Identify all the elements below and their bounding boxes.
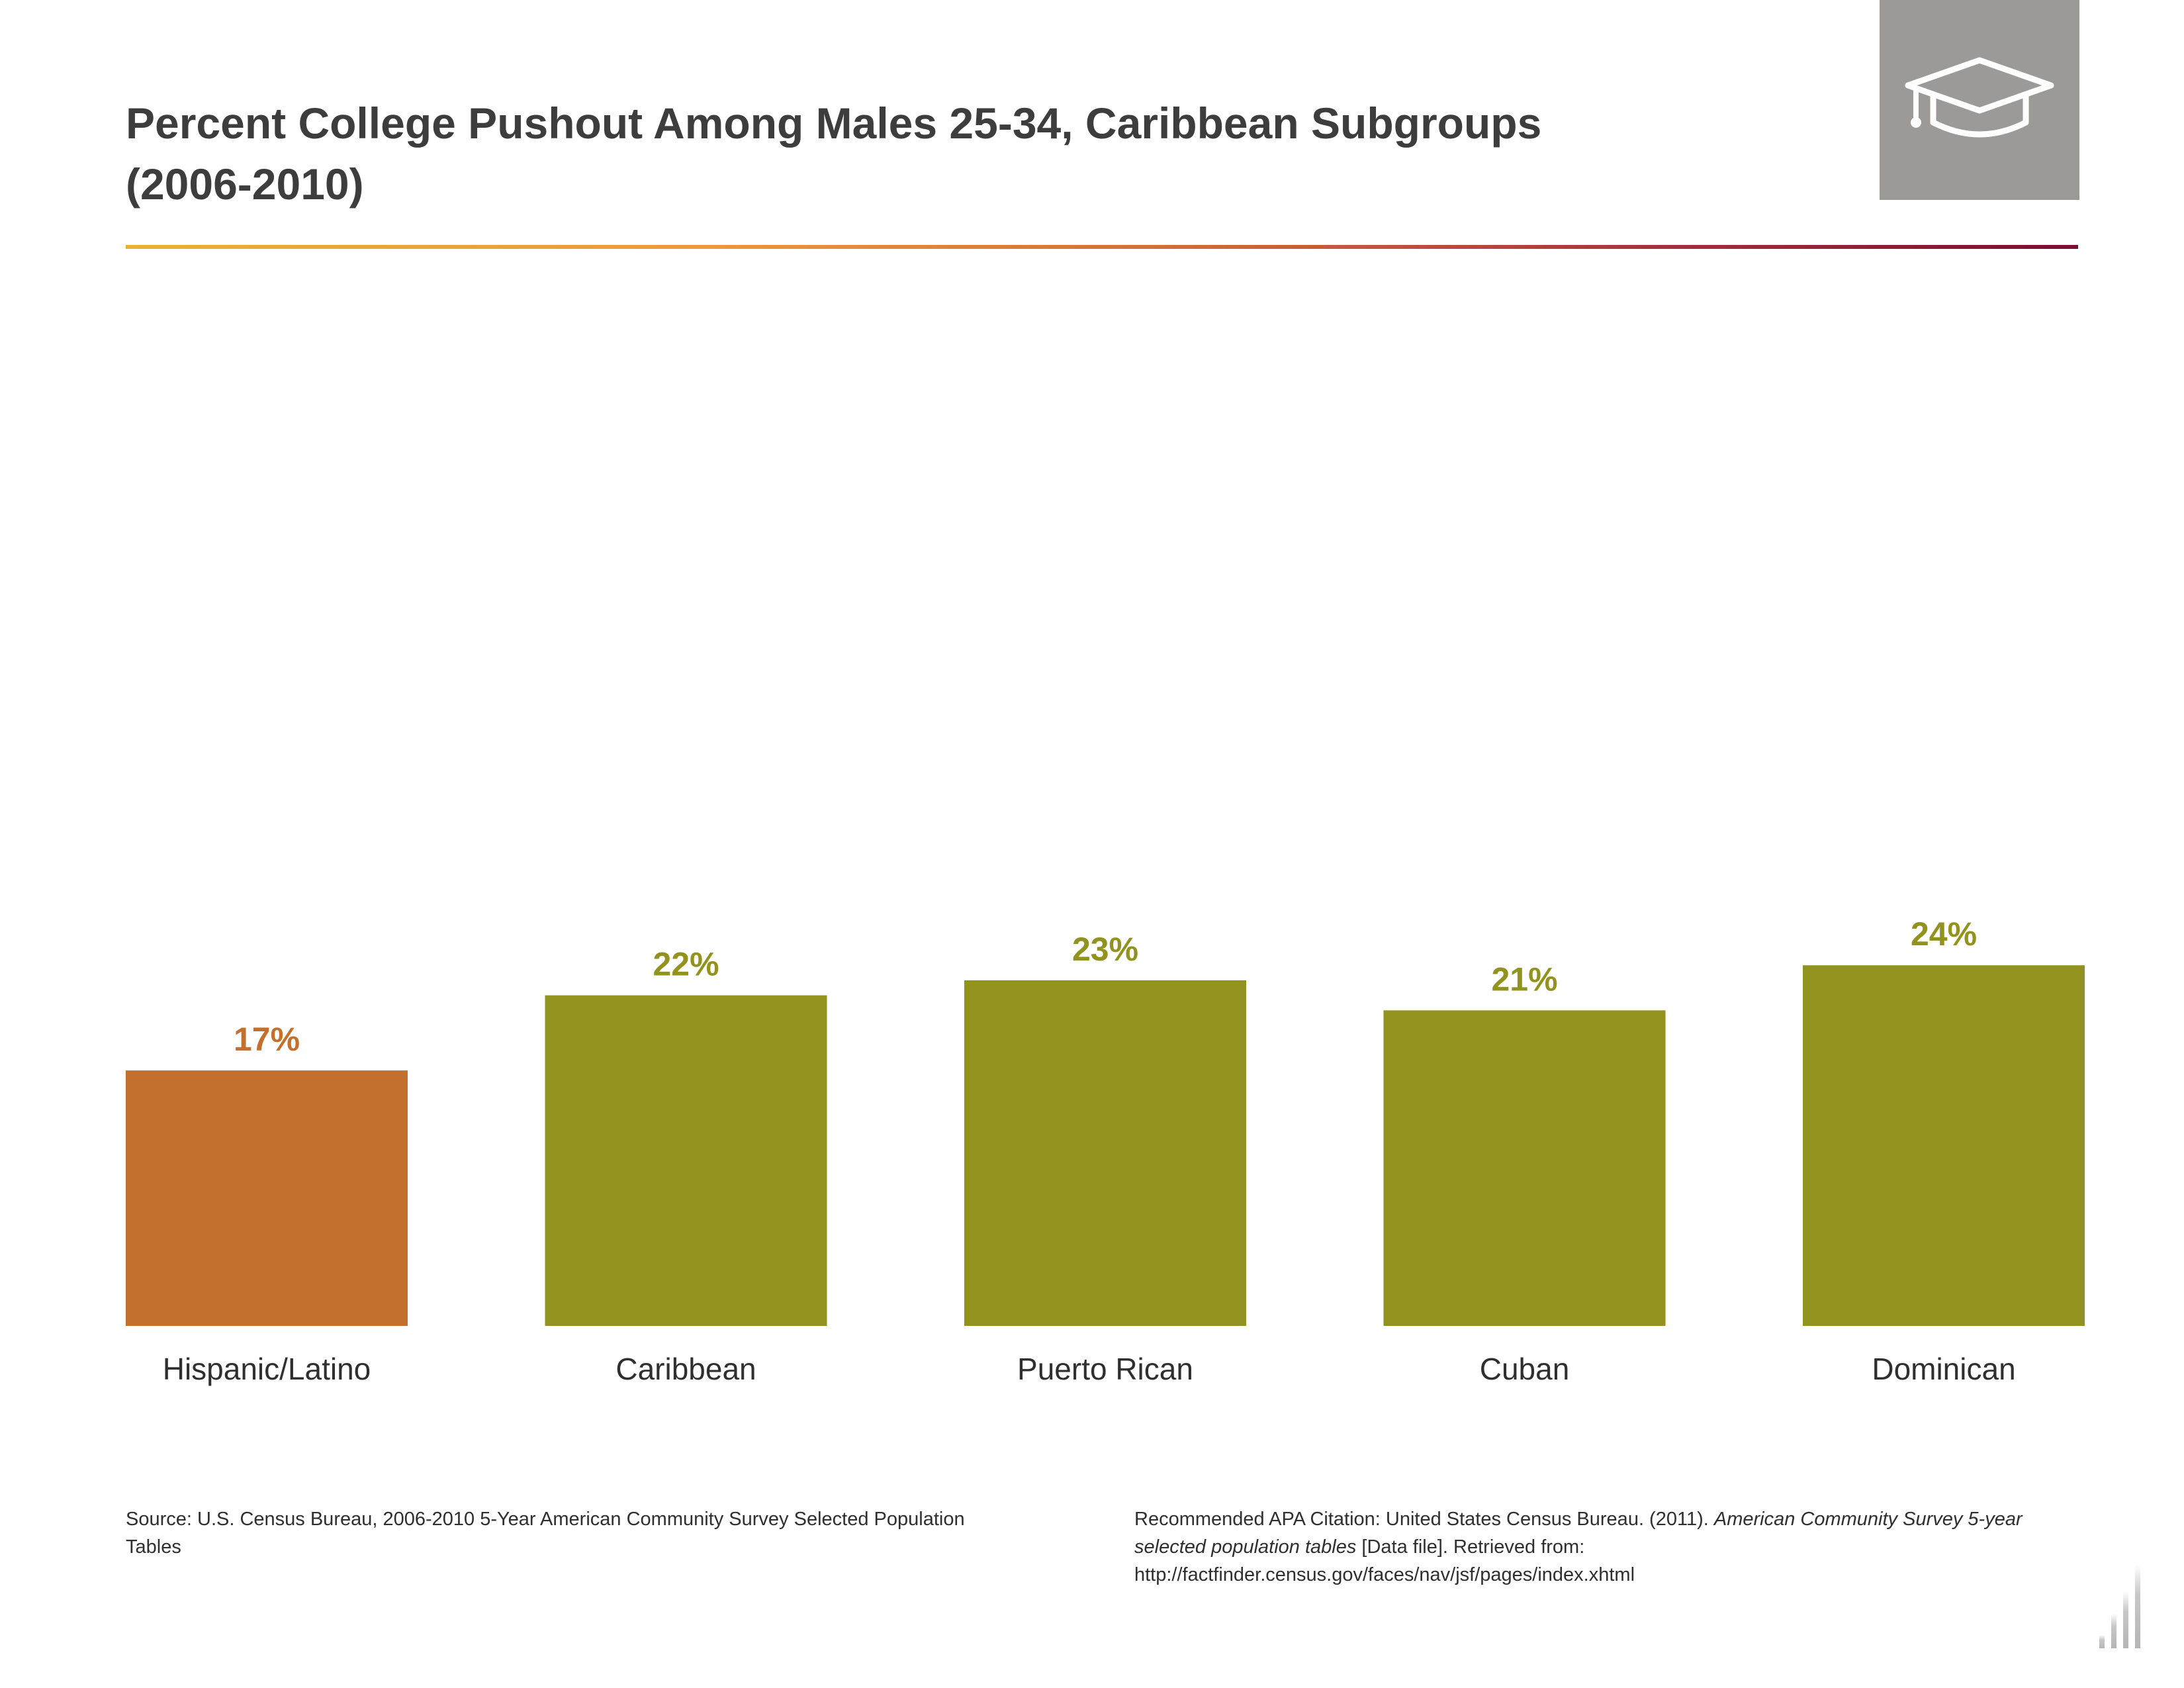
bar-caribbean — [545, 995, 827, 1326]
chart-title-line-2: (2006-2010) — [126, 160, 364, 209]
citation-suffix: [Data file]. Retrieved from: http://fact… — [1134, 1536, 1635, 1585]
citation-note: Recommended APA Citation: United States … — [1134, 1505, 2068, 1589]
citation-title: American Community Survey 5-year selecte… — [1134, 1509, 2023, 1558]
bar-hispanic-latino — [126, 1070, 408, 1326]
data-label: 21% — [1491, 961, 1557, 998]
title-divider — [126, 245, 2078, 249]
data-label: 17% — [234, 1021, 300, 1058]
source-note: Source: U.S. Census Bureau, 2006-2010 5-… — [126, 1509, 965, 1558]
citation-prefix: Recommended APA Citation: United States … — [1134, 1509, 1714, 1530]
category-label: Hispanic/Latino — [163, 1352, 371, 1386]
category-label: Puerto Rican — [1017, 1352, 1193, 1386]
bar-dominican — [1803, 965, 2085, 1326]
graduation-cap-icon-box — [1880, 0, 2079, 200]
category-label: Dominican — [1872, 1352, 2015, 1386]
data-label: 22% — [653, 946, 719, 983]
bar-chart-logo-icon — [2099, 1565, 2140, 1648]
chart-title: Percent College Pushout Among Males 25-3… — [126, 93, 1780, 214]
category-label: Cuban — [1480, 1352, 1570, 1386]
chart-title-line-1: Percent College Pushout Among Males 25-3… — [126, 99, 1542, 148]
data-label: 23% — [1072, 931, 1138, 968]
data-label: 24% — [1911, 915, 1977, 953]
bar-cuban — [1383, 1010, 1666, 1326]
bar-puerto-rican — [964, 980, 1246, 1326]
category-label: Caribbean — [615, 1352, 756, 1386]
graduation-cap-icon — [1905, 57, 2054, 138]
